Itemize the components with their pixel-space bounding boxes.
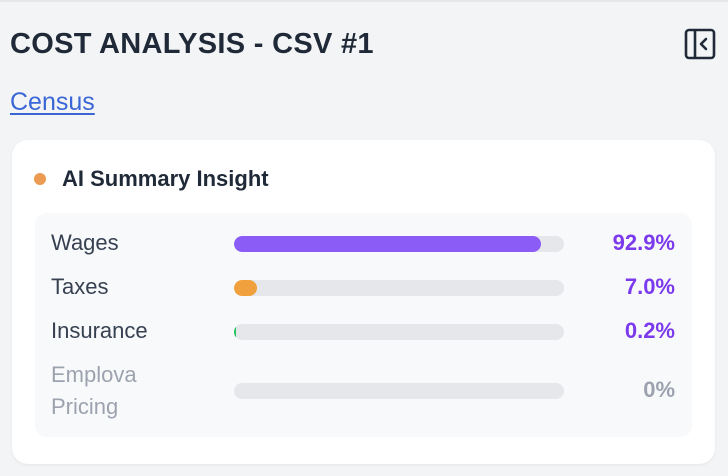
cost-bar-track	[234, 324, 564, 340]
cost-bar-track	[234, 383, 564, 399]
cost-value: 0%	[643, 377, 675, 402]
cost-bar-fill	[234, 280, 258, 296]
cost-label: Taxes	[51, 274, 109, 299]
cost-bar-fill	[234, 236, 541, 252]
ai-summary-card: AI Summary Insight Wages 92.9% Taxes 7.0…	[12, 140, 715, 464]
sidebar-collapse-icon	[684, 28, 716, 60]
cost-label: Emplova Pricing	[51, 362, 137, 419]
cost-bar-track	[234, 236, 564, 252]
cost-value: 7.0%	[624, 274, 675, 299]
cost-value: 0.2%	[624, 318, 675, 343]
page-title: COST ANALYSIS - CSV #1	[10, 28, 374, 60]
cost-breakdown-list: Wages 92.9% Taxes 7.0% Insurance 0.2%	[35, 213, 692, 437]
card-title: AI Summary Insight	[62, 166, 269, 191]
census-link[interactable]: Census	[10, 88, 95, 116]
card-header: AI Summary Insight	[34, 166, 269, 192]
collapse-panel-button[interactable]	[683, 28, 717, 60]
status-dot	[34, 173, 46, 185]
cost-label: Insurance	[51, 318, 148, 343]
cost-value: 92.9%	[612, 230, 675, 255]
cost-bar-fill	[234, 324, 236, 340]
cost-bar-track	[234, 280, 564, 296]
cost-label: Wages	[51, 230, 119, 255]
